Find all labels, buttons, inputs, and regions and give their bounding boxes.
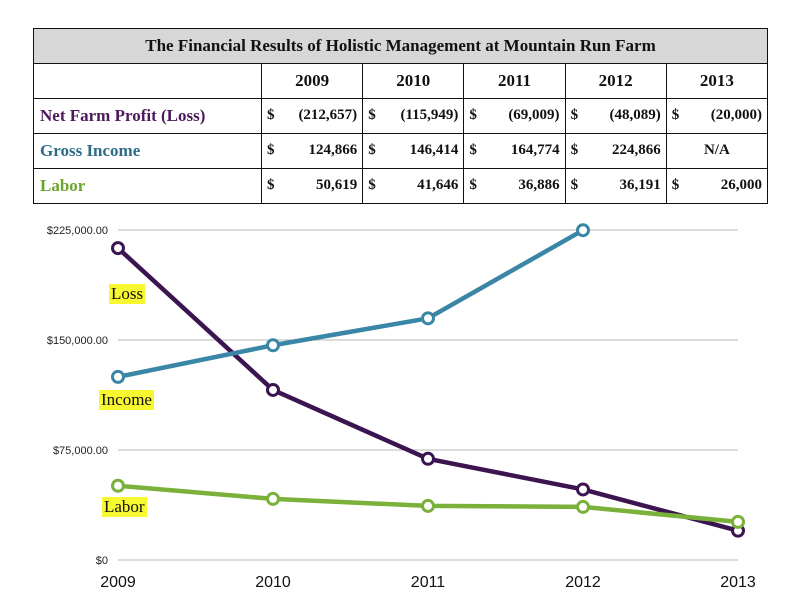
row-label: Gross Income xyxy=(33,133,262,169)
data-point xyxy=(111,478,125,493)
currency-symbol: $ xyxy=(570,177,579,193)
cell-value: 26,000 xyxy=(720,177,762,193)
table-row: Net Farm Profit (Loss) $ (212,657) $ (115,94… xyxy=(33,98,769,134)
y-axis-tick-labels: $0 $75,000.00 $150,000.00 $225,000.00 xyxy=(47,225,108,567)
cell-value: (115,949) xyxy=(400,107,459,123)
cell-value: (69,009) xyxy=(508,107,560,123)
income-series-label: Income xyxy=(99,390,154,410)
data-point xyxy=(421,498,435,513)
value-cell: $224,866 xyxy=(564,133,667,169)
cell-value: 146,414 xyxy=(409,142,459,158)
y-tick-label: $225,000.00 xyxy=(47,225,108,237)
header-empty-cell xyxy=(33,63,262,99)
series-income xyxy=(111,223,590,384)
cell-value: (20,000) xyxy=(710,107,762,123)
value-cell: $26,000 xyxy=(665,168,769,204)
data-point xyxy=(421,311,435,326)
currency-symbol: $ xyxy=(671,177,680,193)
labor-series-label: Labor xyxy=(102,497,147,517)
data-point xyxy=(111,369,125,384)
cell-value: (212,657) xyxy=(298,107,358,123)
value-cell: $ (69,009) xyxy=(463,98,566,134)
x-tick-label: 2010 xyxy=(255,574,291,591)
currency-symbol: $ xyxy=(469,107,477,123)
financial-line-chart: $0$75,000.00$150,000.00$225,000.00 2009 2… xyxy=(47,223,756,591)
data-point xyxy=(576,482,590,497)
header-year: 2010 xyxy=(362,63,465,99)
currency-symbol: $ xyxy=(267,177,275,193)
data-point xyxy=(266,491,280,506)
header-year: 2012 xyxy=(564,63,667,99)
cell-value: N/A xyxy=(703,142,730,158)
x-tick-label: 2013 xyxy=(720,574,756,591)
table-row: Gross Income $124,866 $146,414 $164,774 $224… xyxy=(33,133,769,169)
cell-value: 36,191 xyxy=(619,177,661,193)
header-year: 2009 xyxy=(260,63,364,99)
currency-symbol: $ xyxy=(267,142,275,158)
y-tick-label: $150,000.00 xyxy=(47,335,108,347)
financial-results-table: The Financial Results of Holistic Manage… xyxy=(33,28,769,204)
currency-symbol: $ xyxy=(469,142,477,158)
value-cell: $ (20,000) xyxy=(665,98,769,134)
currency-symbol: $ xyxy=(368,177,376,193)
cell-value: 124,866 xyxy=(308,142,358,158)
cell-value: 36,886 xyxy=(518,177,560,193)
data-point xyxy=(576,223,590,238)
currency-symbol: $ xyxy=(570,107,579,123)
series-line xyxy=(116,246,739,533)
data-point xyxy=(731,514,745,529)
value-cell: $50,619 xyxy=(260,168,364,204)
series-line xyxy=(117,228,585,380)
row-label: Net Farm Profit (Loss) xyxy=(33,98,262,134)
x-tick-label: 2009 xyxy=(100,574,136,591)
loss-series-label: Loss xyxy=(109,284,146,304)
x-tick-label: 2011 xyxy=(411,574,446,591)
table-row: Labor $50,619 $41,646 $36,886 $36,191 $26,000 xyxy=(33,168,769,204)
currency-symbol: $ xyxy=(368,107,376,123)
cell-value: 224,866 xyxy=(612,142,661,158)
row-label: Labor xyxy=(33,168,262,204)
series-labor xyxy=(111,478,745,529)
value-cell: $ (115,949) xyxy=(362,98,465,134)
header-year: 2013 xyxy=(665,63,769,99)
value-cell: $146,414 xyxy=(362,133,465,169)
y-tick-label: $0 xyxy=(96,555,108,567)
cell-value: 50,619 xyxy=(315,177,358,193)
data-point xyxy=(111,241,125,256)
value-cell: $36,191 xyxy=(564,168,667,204)
currency-symbol: $ xyxy=(368,142,376,158)
currency-symbol: $ xyxy=(469,177,477,193)
value-cell: $124,866 xyxy=(260,133,364,169)
data-point xyxy=(266,338,280,353)
data-point xyxy=(266,382,280,397)
value-cell: $41,646 xyxy=(362,168,465,204)
value-cell: $164,774 xyxy=(463,133,566,169)
data-point xyxy=(421,451,435,466)
value-cell: $ (48,089) xyxy=(564,98,667,134)
x-tick-label: 2012 xyxy=(565,574,601,591)
x-axis-tick-labels: 2009 2010 2011 2012 2013 xyxy=(100,574,756,591)
cell-value: (48,089) xyxy=(609,107,661,123)
data-point xyxy=(576,499,590,514)
table-header-row: 2009 2010 2011 2012 2013 xyxy=(33,63,769,99)
cell-value: 41,646 xyxy=(417,177,459,193)
cell-value: 164,774 xyxy=(510,142,560,158)
currency-symbol: $ xyxy=(570,142,579,158)
value-cell: $ (212,657) xyxy=(260,98,364,134)
currency-symbol: $ xyxy=(671,107,680,123)
y-tick-label: $75,000.00 xyxy=(53,445,108,457)
value-cell: $36,886 xyxy=(463,168,566,204)
series-lines xyxy=(111,223,745,538)
currency-symbol: $ xyxy=(267,107,275,123)
value-cell: N/A xyxy=(665,133,769,169)
header-year: 2011 xyxy=(463,63,566,99)
table-title: The Financial Results of Holistic Manage… xyxy=(33,28,768,64)
